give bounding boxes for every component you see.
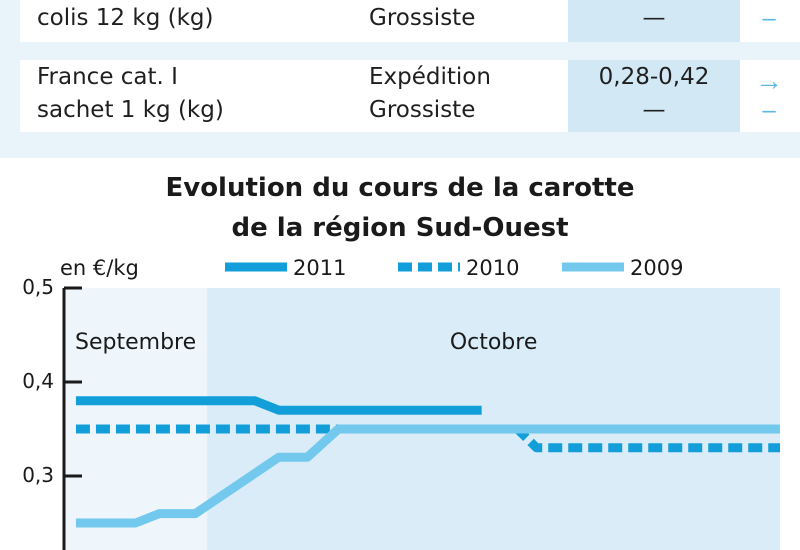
period-label: Septembre [75,330,196,355]
period-label: Octobre [450,330,538,355]
price-cell: 0,28-0,42 [598,64,710,90]
product-cell: sachet 1 kg (kg) [37,97,224,123]
table-row: France cat. I sachet 1 kg (kg) Expéditio… [20,60,800,132]
stage-cell: Grossiste [369,97,476,123]
series-line-2010 [75,424,780,453]
legend-label: 2010 [466,256,519,280]
y-tick-label: 0,5 [22,275,54,299]
y-tick-label: 0,4 [22,369,54,393]
stage-cell: Expédition [369,64,491,90]
price-cell: — [642,5,666,31]
period-band [207,288,780,550]
product-cell: France cat. I [37,64,178,90]
legend-label: 2011 [293,256,346,280]
trend-icon: – [762,97,776,124]
price-column-bg [568,0,740,42]
product-cell: colis 12 kg (kg) [37,5,214,31]
stage-cell: Grossiste [369,5,476,31]
y-tick-label: 0,3 [22,463,54,487]
period-band [64,288,208,550]
legend-label: 2009 [630,256,683,280]
price-column-bg [568,60,740,132]
price-cell: — [642,97,666,123]
series-line-2009 [75,424,780,528]
y-axis-label: en €/kg [60,256,139,280]
chart-title: Evolution du cours de la carotte [165,173,635,203]
chart-subtitle: de la région Sud-Ouest [231,213,569,243]
trend-arrow-icon: → [755,65,783,96]
price-table: colis 12 kg (kg) Grossiste — – France ca… [0,0,800,158]
table-row: colis 12 kg (kg) Grossiste — – [20,0,800,42]
series-line-2011 [75,396,482,415]
trend-icon: – [762,5,776,32]
